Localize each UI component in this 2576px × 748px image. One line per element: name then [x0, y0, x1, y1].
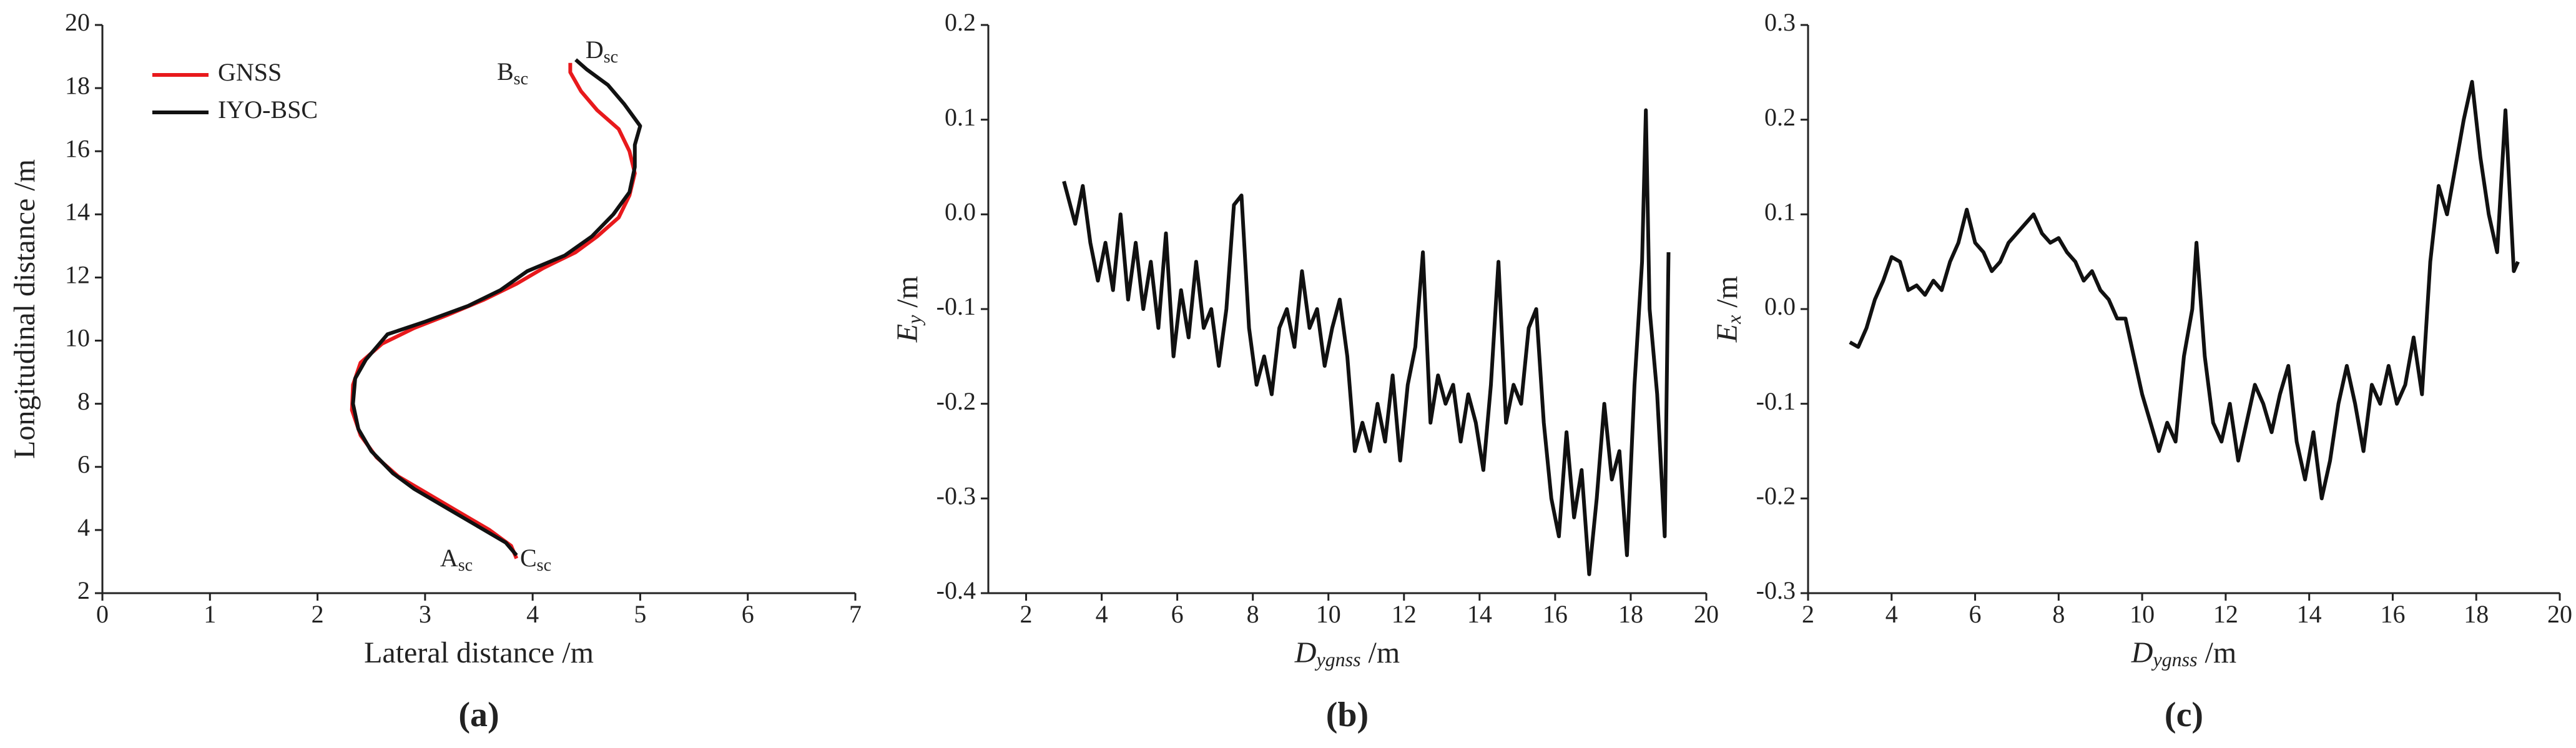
- x-tick-label: 20: [1694, 600, 1719, 628]
- x-tick-label: 16: [1543, 600, 1568, 628]
- x-tick-label: 0: [96, 600, 109, 628]
- annotation: Asc: [440, 544, 473, 575]
- panel-label: (c): [2165, 696, 2203, 734]
- x-tick-label: 20: [2547, 600, 2572, 628]
- y-tick-label: -0.3: [1756, 576, 1796, 604]
- annotation: Csc: [520, 544, 551, 575]
- x-tick-label: 18: [1618, 600, 1643, 628]
- y-axis-label: Ex/m: [1711, 276, 1745, 343]
- x-tick-label: 4: [1096, 600, 1108, 628]
- x-tick-label: 12: [1392, 600, 1417, 628]
- y-tick-label: 0.1: [945, 103, 976, 131]
- y-tick-label: 0.0: [945, 198, 976, 226]
- x-tick-label: 6: [1969, 600, 1982, 628]
- annotation-text: A: [440, 544, 458, 572]
- annotation: Dsc: [586, 36, 618, 67]
- label-subscript: y: [903, 315, 925, 326]
- y-tick-label: 8: [77, 387, 90, 415]
- y-tick-label: -0.1: [1756, 387, 1796, 415]
- annotation-text: B: [497, 57, 514, 86]
- label-unit: /m: [1369, 636, 1400, 669]
- x-tick-label: 5: [634, 600, 646, 628]
- y-tick-label: -0.3: [937, 482, 976, 510]
- x-tick-label: 10: [2130, 600, 2155, 628]
- y-tick-label: 0.0: [1764, 292, 1796, 320]
- x-axis-label: Dygnss/m: [1294, 636, 1400, 671]
- label-unit: /m: [1711, 276, 1744, 308]
- x-tick-label: 2: [1020, 600, 1033, 628]
- annotation-subscript: sc: [514, 69, 528, 89]
- series-line: [350, 62, 637, 559]
- y-tick-label: 0.2: [1764, 103, 1796, 131]
- y-axis-label: Ey/m: [891, 276, 925, 343]
- annotation-subscript: sc: [458, 556, 473, 575]
- x-tick-label: 12: [2213, 600, 2238, 628]
- x-tick-label: 6: [742, 600, 754, 628]
- annotation-subscript: sc: [604, 47, 618, 67]
- x-tick-label: 8: [1247, 600, 1259, 628]
- x-axis-label: Dygnss/m: [2131, 636, 2236, 671]
- x-tick-label: 10: [1316, 600, 1341, 628]
- x-axis-label: Lateral distance /m: [364, 636, 594, 669]
- y-tick-label: 4: [77, 513, 90, 541]
- x-tick-label: 2: [1802, 600, 1814, 628]
- x-tick-label: 4: [526, 600, 539, 628]
- legend-label: IYO-BSC: [218, 96, 318, 124]
- label-subscript: ygnss: [1314, 648, 1360, 671]
- y-tick-label: 6: [77, 450, 90, 478]
- x-tick-label: 4: [1885, 600, 1898, 628]
- x-tick-label: 2: [312, 600, 324, 628]
- y-tick-label: 0.1: [1764, 198, 1796, 226]
- y-tick-label: 18: [65, 71, 90, 99]
- label-unit: /m: [891, 276, 924, 308]
- y-axis-label: Longitudinal distance /m: [8, 159, 41, 459]
- annotation-subscript: sc: [537, 556, 551, 575]
- x-tick-label: 1: [204, 600, 216, 628]
- y-tick-label: -0.1: [937, 292, 976, 320]
- panel-label: (b): [1326, 696, 1369, 734]
- series-line: [351, 58, 642, 557]
- y-tick-label: 10: [65, 324, 90, 352]
- label-symbol: D: [1294, 636, 1317, 669]
- x-tick-label: 3: [419, 600, 431, 628]
- annotation: Bsc: [497, 57, 528, 89]
- panel-label: (a): [458, 696, 499, 734]
- series-line: [1062, 108, 1671, 576]
- label-symbol: E: [1711, 324, 1744, 343]
- y-tick-label: -0.4: [937, 576, 976, 604]
- y-tick-label: 16: [65, 134, 90, 162]
- x-tick-label: 16: [2380, 600, 2405, 628]
- legend-label: GNSS: [218, 58, 282, 86]
- x-tick-label: 7: [849, 600, 862, 628]
- y-tick-label: 2: [77, 576, 90, 604]
- x-tick-label: 14: [2297, 600, 2322, 628]
- x-tick-label: 6: [1171, 600, 1184, 628]
- label-unit: /m: [2205, 636, 2237, 669]
- annotation-text: D: [586, 36, 604, 64]
- x-tick-label: 8: [2052, 600, 2065, 628]
- y-tick-label: -0.2: [937, 387, 976, 415]
- x-tick-label: 14: [1467, 600, 1492, 628]
- y-tick-label: 20: [65, 8, 90, 36]
- label-symbol: E: [891, 324, 924, 343]
- annotation-text: C: [520, 544, 537, 572]
- y-tick-label: 0.2: [945, 8, 976, 36]
- x-tick-label: 18: [2464, 600, 2489, 628]
- y-tick-label: -0.2: [1756, 482, 1796, 510]
- y-tick-label: 14: [65, 198, 90, 226]
- series-line: [1849, 80, 2520, 501]
- label-subscript: ygnss: [2151, 648, 2197, 671]
- label-symbol: D: [2131, 636, 2153, 669]
- y-tick-label: 12: [65, 261, 90, 289]
- label-subscript: x: [1723, 315, 1745, 325]
- y-tick-label: 0.3: [1764, 8, 1796, 36]
